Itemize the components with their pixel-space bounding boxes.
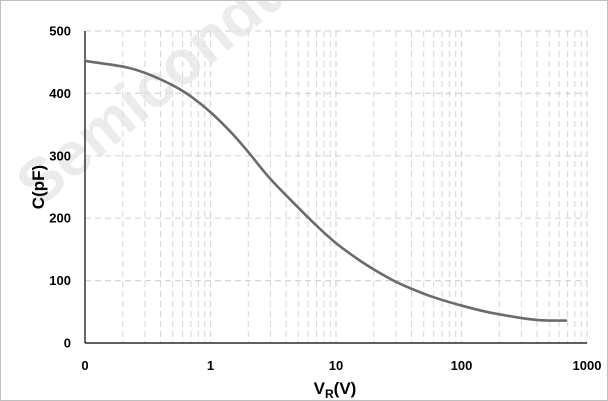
x-axis-title-suffix: (V) xyxy=(334,379,357,398)
y-tick-label: 300 xyxy=(49,148,71,163)
x-tick-label: 0 xyxy=(81,358,88,373)
x-axis-title-main: V xyxy=(314,379,326,398)
x-tick-label: 1 xyxy=(207,358,214,373)
y-tick-label: 0 xyxy=(64,336,71,351)
x-axis-title: VR(V) xyxy=(314,379,357,400)
x-tick-label: 1000 xyxy=(573,358,602,373)
x-axis-title-subscript: R xyxy=(325,387,334,400)
y-tick-label: 100 xyxy=(49,273,71,288)
x-tick-label: 10 xyxy=(329,358,343,373)
y-axis-title: C(pF) xyxy=(29,165,48,209)
x-tick-label: 100 xyxy=(451,358,473,373)
y-tick-label: 400 xyxy=(49,86,71,101)
y-tick-label: 500 xyxy=(49,24,71,39)
y-tick-label: 200 xyxy=(49,211,71,226)
